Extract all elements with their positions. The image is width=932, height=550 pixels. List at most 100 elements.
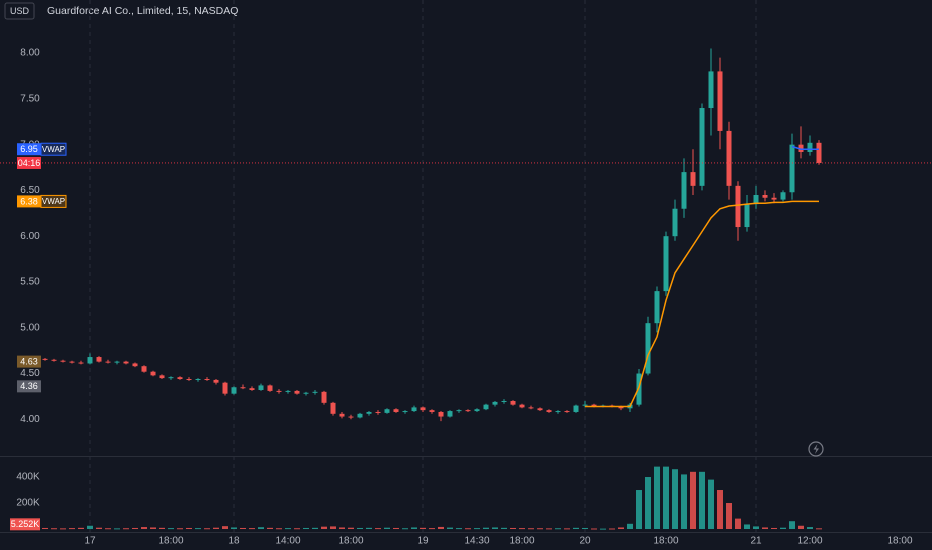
volume-bar bbox=[492, 527, 498, 530]
candle-body bbox=[672, 208, 678, 237]
volume-bar bbox=[618, 527, 624, 530]
candle-body bbox=[618, 406, 624, 409]
candle-body bbox=[78, 362, 84, 364]
candle-body bbox=[717, 71, 723, 131]
volume-bar bbox=[429, 528, 435, 530]
volume-bar bbox=[726, 503, 732, 530]
x-tick-label: 14:00 bbox=[275, 536, 300, 547]
volume-bar bbox=[762, 527, 768, 530]
volume-bar bbox=[42, 527, 48, 530]
icon-circle[interactable] bbox=[808, 441, 824, 457]
volume-bar bbox=[348, 527, 354, 530]
volume-bar bbox=[258, 527, 264, 530]
replay-icon[interactable] bbox=[808, 441, 824, 457]
volume-bar bbox=[438, 526, 444, 530]
price-tag-value: 6.95 bbox=[20, 144, 38, 154]
volume-bar bbox=[303, 527, 309, 530]
candle-body bbox=[123, 361, 129, 364]
volume-bar bbox=[501, 527, 507, 530]
volume-bar bbox=[564, 528, 570, 530]
volume-bar bbox=[600, 528, 606, 530]
candle-body bbox=[51, 359, 57, 361]
x-tick-label: 20 bbox=[579, 536, 591, 547]
volume-bar bbox=[69, 528, 75, 530]
price-tag-name-box bbox=[40, 142, 67, 156]
y-tick-label: 7.50 bbox=[20, 94, 40, 105]
volume-bar bbox=[384, 527, 390, 530]
candle-body bbox=[402, 411, 408, 413]
volume-bar bbox=[654, 466, 660, 530]
volume-bar bbox=[519, 528, 525, 530]
volume-bar bbox=[87, 525, 93, 530]
candle-body bbox=[384, 409, 390, 413]
candle-body bbox=[105, 361, 111, 363]
currency[interactable]: USD bbox=[10, 6, 30, 16]
x-tick-label: 18 bbox=[228, 536, 240, 547]
price-tag bbox=[17, 195, 41, 208]
volume-bar bbox=[123, 528, 129, 530]
volume-bar bbox=[456, 528, 462, 530]
candle-body bbox=[636, 373, 642, 405]
volume-bar bbox=[195, 528, 201, 530]
y-tick-label: 4.00 bbox=[20, 414, 40, 425]
volume-bar bbox=[321, 526, 327, 530]
volume-bar bbox=[276, 528, 282, 530]
candle-body bbox=[573, 405, 579, 412]
volume-bar bbox=[312, 527, 318, 530]
x-tick-label: 19 bbox=[417, 536, 429, 547]
volume-bar bbox=[60, 528, 66, 530]
volume-bar bbox=[699, 471, 705, 530]
candle-body bbox=[654, 291, 660, 324]
candle-body bbox=[681, 172, 687, 209]
candle-body bbox=[582, 404, 588, 406]
candle-body bbox=[420, 407, 426, 411]
vwap-line bbox=[791, 145, 819, 150]
candle-body bbox=[645, 323, 651, 374]
volume-bar bbox=[285, 528, 291, 530]
candle-body bbox=[366, 411, 372, 414]
candle-body bbox=[429, 410, 435, 412]
candle-body bbox=[663, 236, 669, 292]
volume-bar bbox=[78, 527, 84, 530]
volume-bar bbox=[159, 527, 165, 530]
candle-body bbox=[690, 172, 696, 186]
candle-body bbox=[249, 388, 255, 390]
volume-bar bbox=[663, 466, 669, 530]
candle-body bbox=[474, 409, 480, 412]
volume-bar bbox=[366, 527, 372, 530]
x-tick-label: 14:30 bbox=[464, 536, 489, 547]
volume-bar bbox=[168, 528, 174, 530]
volume-bar bbox=[690, 471, 696, 530]
candle-body bbox=[186, 379, 192, 381]
price-tag-value: 4.63 bbox=[20, 356, 38, 366]
icon-bolt[interactable] bbox=[813, 444, 820, 454]
volume-tick-label: 400K bbox=[16, 472, 40, 483]
candle-body bbox=[501, 400, 507, 402]
volume-bar bbox=[393, 527, 399, 530]
candle-body bbox=[114, 361, 120, 363]
candle-body bbox=[60, 360, 66, 362]
volume-bar bbox=[735, 518, 741, 530]
candle-body bbox=[312, 391, 318, 393]
candle-body bbox=[555, 411, 561, 413]
volume-bar bbox=[672, 469, 678, 530]
volume-bar bbox=[357, 527, 363, 530]
volume-bar bbox=[51, 528, 57, 530]
volume-bar bbox=[411, 527, 417, 530]
candle-body bbox=[330, 402, 336, 414]
volume-bar bbox=[222, 526, 228, 530]
x-tick-label: 18:00 bbox=[338, 536, 363, 547]
candle-body bbox=[285, 390, 291, 392]
candle-body bbox=[510, 400, 516, 405]
volume-bar bbox=[105, 528, 111, 530]
candle-body bbox=[150, 371, 156, 376]
volume-bar bbox=[627, 523, 633, 530]
currency-box[interactable] bbox=[4, 2, 35, 20]
volume-bar bbox=[339, 527, 345, 530]
candle-body bbox=[465, 410, 471, 412]
volume-bar bbox=[474, 528, 480, 530]
volume-bar bbox=[807, 527, 813, 530]
candle-body bbox=[438, 411, 444, 417]
volume-bar bbox=[240, 527, 246, 530]
